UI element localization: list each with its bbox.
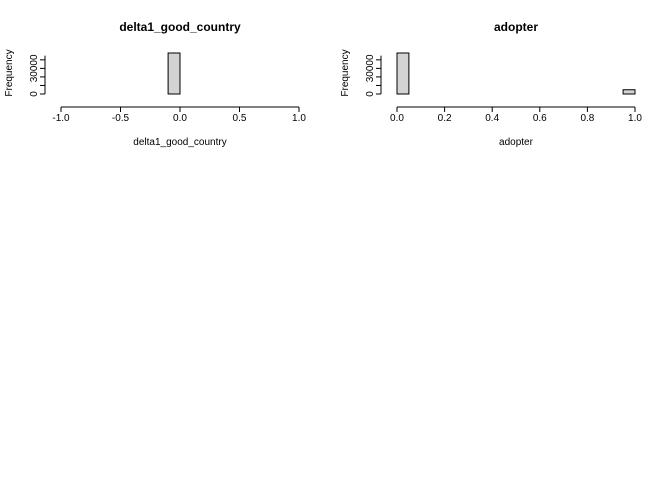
x-tick-label: 0.6 bbox=[533, 113, 547, 124]
x-tick-label: 0.0 bbox=[173, 113, 187, 124]
y-tick-label: 0 bbox=[365, 91, 376, 97]
bars-2 bbox=[396, 52, 636, 95]
x-tick-label: 0.8 bbox=[580, 113, 594, 124]
histogram-panel-1: delta1_good_country Frequency delta1_goo… bbox=[4, 20, 306, 148]
histogram-bar bbox=[396, 52, 410, 95]
bars-1 bbox=[167, 52, 181, 95]
y-axis-2: 0 30000 bbox=[365, 54, 382, 97]
y-tick-label: 30000 bbox=[29, 54, 40, 82]
x-tick-label: 0.5 bbox=[233, 113, 247, 124]
histogram-panel-2: adopter Frequency adopter 0.0 0.2 0.4 0.6 0.… bbox=[340, 20, 642, 148]
y-tick-label: 30000 bbox=[365, 54, 376, 82]
x-axis-1: -1.0 -0.5 0.0 0.5 1.0 bbox=[52, 106, 306, 124]
chart-title-2: adopter bbox=[494, 20, 538, 34]
y-axis-label-1: Frequency bbox=[4, 49, 15, 96]
x-axis-label-1: delta1_good_country bbox=[133, 137, 226, 148]
y-axis-1: 0 30000 bbox=[29, 54, 46, 97]
y-tick-label: 0 bbox=[29, 91, 40, 97]
histogram-bar bbox=[167, 52, 181, 95]
x-tick-label: 1.0 bbox=[628, 113, 642, 124]
x-tick-label: -0.5 bbox=[112, 113, 130, 124]
x-tick-label: 1.0 bbox=[292, 113, 306, 124]
chart-title-1: delta1_good_country bbox=[119, 20, 241, 34]
x-tick-label: 0.2 bbox=[438, 113, 452, 124]
x-tick-label: -1.0 bbox=[52, 113, 70, 124]
x-tick-label: 0.4 bbox=[485, 113, 499, 124]
x-tick-label: 0.0 bbox=[390, 113, 404, 124]
x-axis-2: 0.0 0.2 0.4 0.6 0.8 1.0 bbox=[390, 106, 642, 124]
y-axis-label-2: Frequency bbox=[340, 49, 351, 96]
x-axis-label-2: adopter bbox=[499, 137, 534, 148]
histogram-bar bbox=[622, 89, 636, 95]
